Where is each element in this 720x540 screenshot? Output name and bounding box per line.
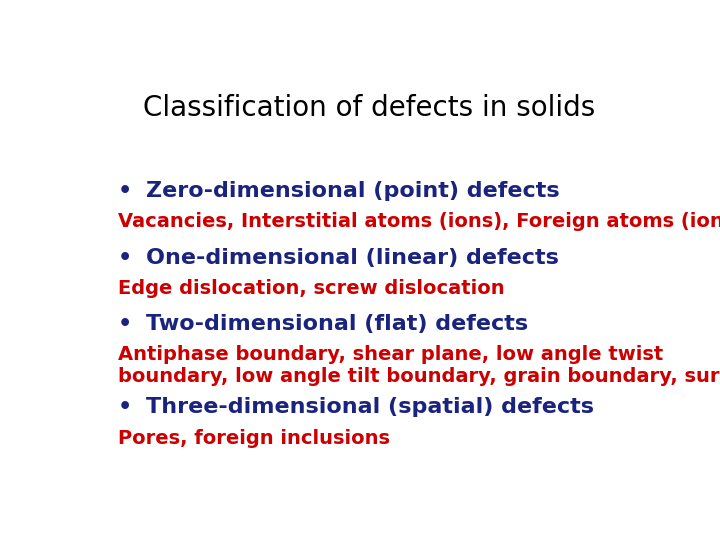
Text: Two-dimensional (flat) defects: Two-dimensional (flat) defects (145, 314, 528, 334)
Text: •: • (118, 248, 132, 268)
Text: •: • (118, 397, 132, 417)
Text: •: • (118, 314, 132, 334)
Text: •: • (118, 181, 132, 201)
Text: Edge dislocation, screw dislocation: Edge dislocation, screw dislocation (118, 279, 505, 298)
Text: Antiphase boundary, shear plane, low angle twist
boundary, low angle tilt bounda: Antiphase boundary, shear plane, low ang… (118, 346, 720, 387)
Text: One-dimensional (linear) defects: One-dimensional (linear) defects (145, 248, 559, 268)
Text: Pores, foreign inclusions: Pores, foreign inclusions (118, 429, 390, 448)
Text: Three-dimensional (spatial) defects: Three-dimensional (spatial) defects (145, 397, 594, 417)
Text: Zero-dimensional (point) defects: Zero-dimensional (point) defects (145, 181, 559, 201)
Text: Classification of defects in solids: Classification of defects in solids (143, 94, 595, 122)
Text: Vacancies, Interstitial atoms (ions), Foreign atoms (ions): Vacancies, Interstitial atoms (ions), Fo… (118, 212, 720, 232)
